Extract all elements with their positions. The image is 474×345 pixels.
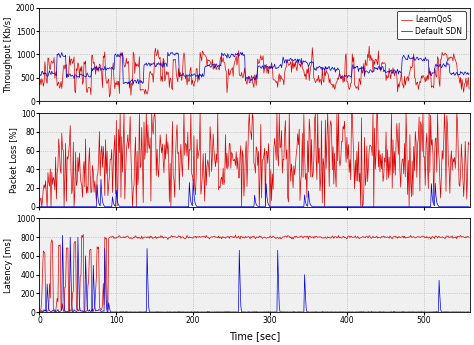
Y-axis label: Throughput [Kb/s]: Throughput [Kb/s] xyxy=(4,16,13,93)
X-axis label: Time [sec]: Time [sec] xyxy=(229,331,280,341)
Y-axis label: Latency [ms]: Latency [ms] xyxy=(4,238,13,293)
Y-axis label: Packet Loss [%]: Packet Loss [%] xyxy=(9,127,18,193)
Legend: LearnQoS, Default SDN: LearnQoS, Default SDN xyxy=(397,11,466,39)
